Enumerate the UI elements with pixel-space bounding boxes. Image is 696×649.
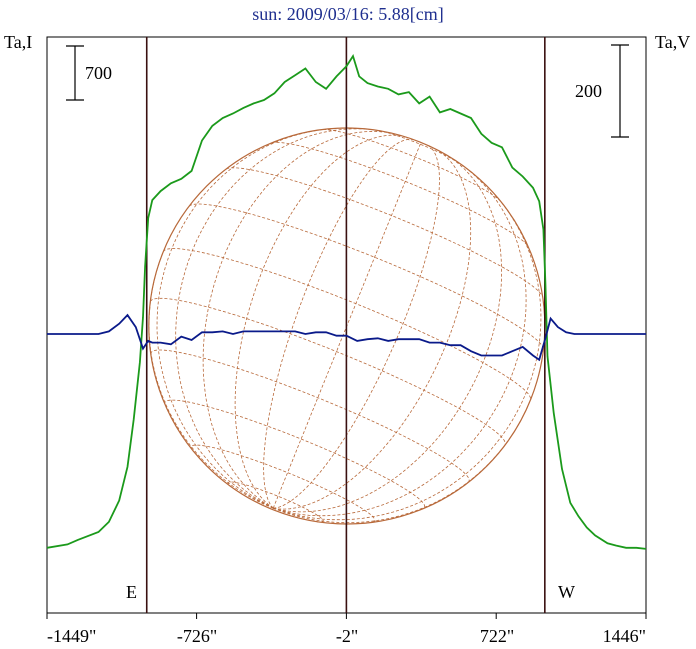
longitude-line <box>273 145 440 509</box>
latitude-line <box>150 349 470 483</box>
longitude-line <box>202 130 394 509</box>
longitude-line <box>273 163 527 517</box>
right-scale-bar-label: 200 <box>575 81 602 101</box>
latitude-line <box>190 444 376 523</box>
longitude-line <box>273 193 542 521</box>
longitude-line <box>273 155 502 513</box>
limb-lines <box>145 37 546 613</box>
right-scale-bar <box>611 44 629 138</box>
longitude-line <box>156 128 334 509</box>
latitude-line <box>188 203 544 350</box>
series-line-ta-v <box>47 313 646 362</box>
longitude-line <box>175 128 378 509</box>
x-tick-label-3: -2" <box>336 626 358 646</box>
latitude-line <box>271 142 529 247</box>
right-axis-label: Ta,V <box>655 32 690 52</box>
west-limb-label: W <box>558 582 575 602</box>
longitude-line <box>272 142 422 509</box>
left-axis-label: Ta,I <box>4 32 32 52</box>
x-tick-label-1: -1449" <box>47 626 96 646</box>
series-line-ta-i <box>46 53 647 550</box>
left-scale-bar-label: 700 <box>85 63 112 83</box>
x-tick-label-2: -726" <box>177 626 217 646</box>
x-tick-label-4: 722" <box>480 626 514 646</box>
x-axis-ticks <box>46 613 647 619</box>
latitude-line <box>323 129 501 202</box>
east-limb-label: E <box>126 582 137 602</box>
longitude-line <box>234 134 407 509</box>
longitude-line <box>273 400 531 524</box>
latitude-line <box>150 297 506 445</box>
latitude-line <box>164 399 426 510</box>
solar-disk <box>148 127 546 525</box>
x-tick-label-5: 1446" <box>603 626 646 646</box>
longitude-line <box>148 251 274 509</box>
longitude-line <box>273 148 472 510</box>
chart-title: sun: 2009/03/16: 5.88[cm] <box>252 4 444 24</box>
left-scale-bar <box>66 45 84 101</box>
longitude-line <box>263 138 414 509</box>
